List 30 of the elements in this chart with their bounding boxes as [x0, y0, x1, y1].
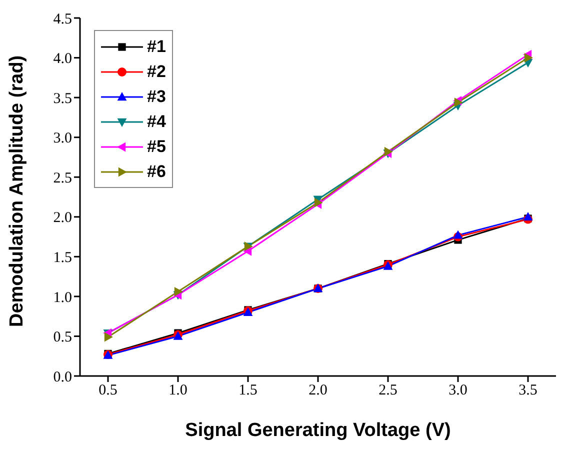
- legend-label: #6: [147, 162, 166, 182]
- x-tick-label: 3.0: [448, 382, 468, 399]
- x-tick-label: 1.0: [168, 382, 188, 399]
- x-tick-label: 0.5: [98, 382, 118, 399]
- x-axis-title: Signal Generating Voltage (V): [185, 420, 451, 441]
- point: [174, 286, 183, 296]
- y-axis-title: Demodulation Amplitude (rad): [6, 55, 28, 327]
- y-tick-label: 3.0: [53, 130, 72, 147]
- legend-label: #5: [147, 136, 166, 156]
- y-tick-label: 0.5: [53, 330, 72, 346]
- y-tick-label: 3.5: [53, 90, 72, 107]
- y-tick-label: 2.5: [53, 170, 72, 186]
- x-tick-label: 3.5: [518, 382, 538, 399]
- y-tick-label: 1.0: [53, 290, 72, 306]
- legend-label: #3: [147, 86, 166, 106]
- legend-label: #4: [147, 112, 166, 132]
- x-tick-label: 1.5: [238, 382, 258, 399]
- point: [524, 53, 533, 63]
- point: [104, 332, 113, 342]
- x-tick-label: 2.5: [378, 382, 398, 399]
- y-tick-label: 1.5: [53, 250, 72, 266]
- y-tick-label: 4.5: [53, 11, 72, 28]
- point: [523, 212, 533, 220]
- y-tick-label: 2.0: [53, 210, 72, 226]
- legend-label: #2: [147, 62, 166, 82]
- legend-label: #1: [147, 36, 166, 56]
- x-tick-label: 2.0: [308, 382, 328, 399]
- y-tick-label: 4.0: [53, 51, 72, 68]
- y-tick-label: 0.0: [53, 369, 72, 386]
- point: [453, 230, 463, 239]
